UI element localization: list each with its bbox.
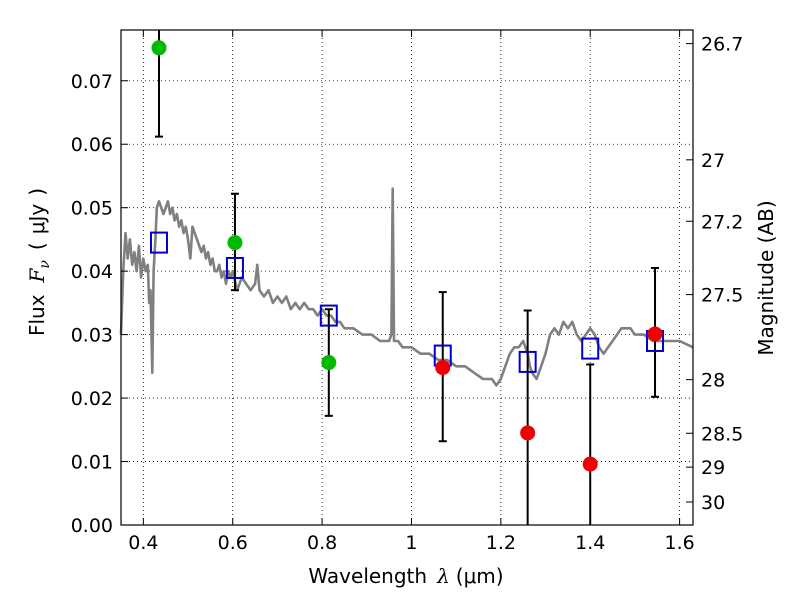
data-markers [149,40,665,472]
x-tick-label: 0.4 [128,532,158,554]
x-axis-title: Wavelength λ (μm) [308,564,503,588]
model-flux-square [581,337,600,360]
measured-flux-point [321,355,337,371]
y-tick-label: 0.07 [71,71,113,93]
plot-frame [120,29,694,526]
y2-tick-label: 28.5 [701,423,743,445]
measured-flux-point [520,425,536,441]
y2-tick-label: 30 [701,492,725,514]
model-flux-square [319,304,338,327]
x-tick-label: 1 [405,532,417,554]
model-spectrum-line [119,187,694,387]
measured-flux-point [582,456,598,472]
y-tick-label: 0.02 [71,388,113,410]
model-flux-square [518,350,537,373]
y2-axis-title: Magnitude (AB) [754,200,778,355]
measured-flux-point [151,40,167,56]
y-axis-title: FluxFν(μJy) [25,188,53,336]
y2-tick-label: 27.2 [701,211,743,233]
y-tick-label: 0.04 [71,261,113,283]
x-tick-label: 1.4 [575,532,605,554]
y2-tick-label: 28 [701,370,725,392]
y2-tick-label: 29 [701,457,725,479]
x-tick-label: 1.2 [486,532,516,554]
measured-flux-point [647,326,663,342]
y-tick-label: 0.05 [71,198,113,220]
axis-ticks [121,30,693,526]
y-tick-label: 0.00 [71,515,113,537]
x-tick-label: 0.8 [307,532,337,554]
y2-tick-label: 26.7 [701,34,743,56]
model-flux-square [149,231,168,254]
y2-tick-label: 27.5 [701,285,743,307]
measured-flux-point [435,360,451,376]
measured-flux-point [227,235,243,251]
model-flux-square [225,256,244,279]
model-spectrum [119,187,694,387]
tick-labels: 0.4 0.6 0.8 1 1.2 1.4 1.6 0.00 0.01 0.02 0.03 0.04 0… [71,34,744,554]
x-tick-label: 0.6 [218,532,248,554]
y-tick-label: 0.03 [71,325,113,347]
x-tick-label: 1.6 [664,532,694,554]
y-tick-label: 0.01 [71,452,113,474]
y-tick-label: 0.06 [71,134,113,156]
y2-tick-label: 27 [701,150,725,172]
